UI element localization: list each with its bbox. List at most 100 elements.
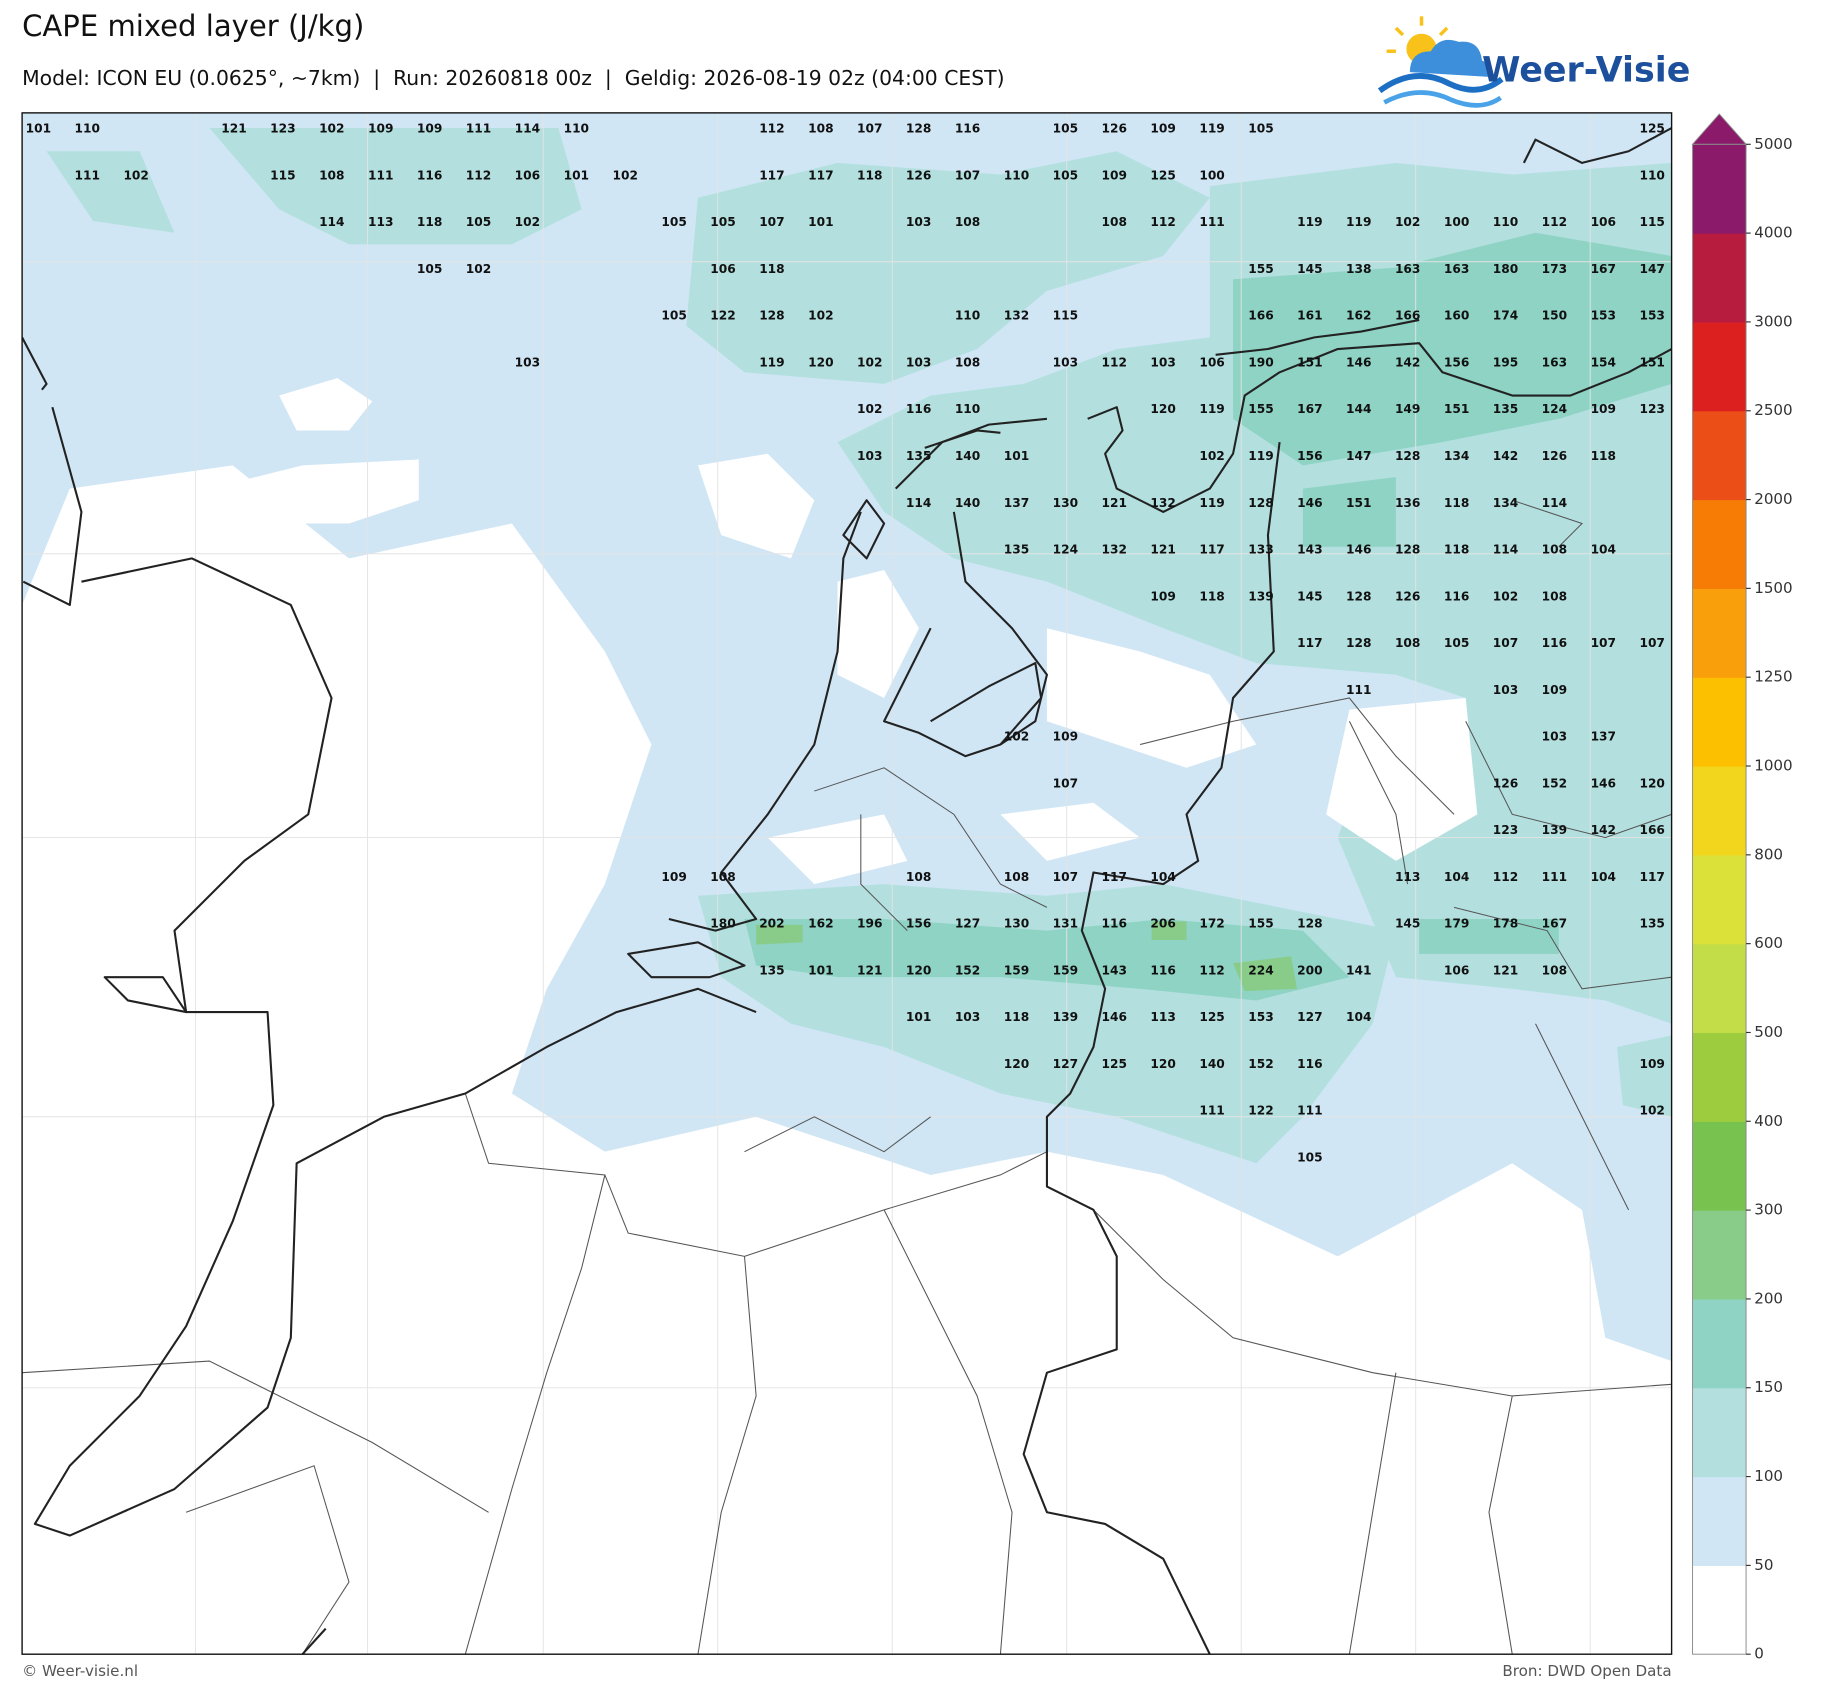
- colorbar-frame: [1692, 143, 1747, 1655]
- cape-value: 146: [1346, 355, 1371, 369]
- map: 101 110 121 123 102 109 109 111 114 110 112 108 107 1…: [22, 112, 1672, 1655]
- colorbar-label: 400: [1754, 1112, 1783, 1130]
- cape-value: 163: [1395, 262, 1420, 276]
- cape-value: 155: [1248, 402, 1273, 416]
- cape-value: 119: [1297, 215, 1322, 229]
- cape-value: 152: [955, 963, 980, 977]
- cape-value: 109: [368, 122, 393, 136]
- cape-value: 160: [1444, 309, 1469, 323]
- cape-value: 127: [955, 917, 980, 931]
- cape-value: 101: [564, 168, 589, 182]
- cape-value: 143: [1102, 963, 1127, 977]
- cape-value: 112: [1102, 355, 1127, 369]
- cape-value: 112: [466, 168, 491, 182]
- cape-value: 128: [1346, 589, 1371, 603]
- colorbar-segment: [1692, 1032, 1747, 1122]
- cape-value: 145: [1395, 917, 1420, 931]
- colorbar-segment: [1692, 588, 1747, 678]
- cape-value: 140: [1199, 1057, 1224, 1071]
- cape-value: 105: [466, 215, 491, 229]
- cape-value: 144: [1346, 402, 1371, 416]
- cape-value: 102: [123, 168, 148, 182]
- cape-value: 107: [1053, 870, 1078, 884]
- cape-value: 110: [1493, 215, 1518, 229]
- cape-value: 123: [1493, 823, 1518, 837]
- cape-value: 151: [1346, 496, 1371, 510]
- cape-value: 110: [564, 122, 589, 136]
- cape-value: 167: [1297, 402, 1322, 416]
- cape-value: 110: [955, 309, 980, 323]
- cape-value: 172: [1199, 917, 1224, 931]
- cape-value: 119: [1199, 402, 1224, 416]
- cape-value: 107: [1493, 636, 1518, 650]
- cape-value: 136: [1395, 496, 1420, 510]
- cape-value: 167: [1591, 262, 1616, 276]
- colorbar-label: 300: [1754, 1201, 1783, 1219]
- cape-value: 147: [1346, 449, 1371, 463]
- cape-value: 139: [1053, 1010, 1078, 1024]
- cape-value: 130: [1053, 496, 1078, 510]
- cape-value: 102: [466, 262, 491, 276]
- cape-value: 103: [515, 355, 540, 369]
- cape-value: 143: [1297, 543, 1322, 557]
- cape-value: 125: [1639, 122, 1664, 136]
- cape-value: 120: [1150, 402, 1175, 416]
- cape-value: 202: [759, 917, 784, 931]
- colorbar-segment: [1692, 766, 1747, 856]
- cape-value: 147: [1639, 262, 1664, 276]
- cape-value: 206: [1150, 917, 1175, 931]
- cape-value: 153: [1248, 1010, 1273, 1024]
- cape-value: 116: [1150, 963, 1175, 977]
- cape-value: 122: [1248, 1104, 1273, 1118]
- cape-value: 135: [906, 449, 931, 463]
- cape-value: 180: [1493, 262, 1518, 276]
- colorbar-label: 500: [1754, 1023, 1783, 1041]
- cape-value: 102: [1639, 1104, 1664, 1118]
- colorbar-segment: [1692, 1476, 1747, 1566]
- cape-value: 149: [1395, 402, 1420, 416]
- cape-value: 112: [1150, 215, 1175, 229]
- colorbar-segment: [1692, 499, 1747, 589]
- cape-value: 122: [710, 309, 735, 323]
- cape-value: 119: [1248, 449, 1273, 463]
- cape-value: 111: [1346, 683, 1371, 697]
- cape-value: 107: [1591, 636, 1616, 650]
- cape-value: 107: [759, 215, 784, 229]
- cape-value: 166: [1395, 309, 1420, 323]
- colorbar-label: 800: [1754, 845, 1783, 863]
- cape-value: 151: [1639, 355, 1664, 369]
- cape-value: 105: [1444, 636, 1469, 650]
- cape-value: 146: [1346, 543, 1371, 557]
- cape-value: 104: [1591, 870, 1616, 884]
- cape-value: 114: [906, 496, 931, 510]
- cape-value: 132: [1150, 496, 1175, 510]
- cape-value: 137: [1591, 730, 1616, 744]
- cape-value: 195: [1493, 355, 1518, 369]
- cape-value: 106: [515, 168, 540, 182]
- cape-value: 224: [1248, 963, 1273, 977]
- cape-value: 103: [1150, 355, 1175, 369]
- logo-text: Weer-Visie: [1482, 50, 1690, 90]
- cape-value: 154: [1591, 355, 1616, 369]
- cape-value: 109: [1102, 168, 1127, 182]
- cape-value: 109: [1053, 730, 1078, 744]
- cape-value: 162: [808, 917, 833, 931]
- cape-value: 108: [319, 168, 344, 182]
- cape-value: 114: [319, 215, 344, 229]
- cape-value: 116: [1297, 1057, 1322, 1071]
- cape-value: 108: [955, 215, 980, 229]
- cape-value: 114: [515, 122, 540, 136]
- cape-value: 142: [1591, 823, 1616, 837]
- value-labels: 101 110 121 123 102 109 109 111 114 110 112 108 107 1…: [26, 122, 1665, 1165]
- cape-value: 132: [1102, 543, 1127, 557]
- cape-value: 106: [1591, 215, 1616, 229]
- cape-value: 155: [1248, 917, 1273, 931]
- cape-value: 115: [1053, 309, 1078, 323]
- cape-value: 102: [857, 355, 882, 369]
- cape-value: 101: [906, 1010, 931, 1024]
- cape-value: 180: [710, 917, 735, 931]
- cape-value: 121: [1102, 496, 1127, 510]
- cape-value: 108: [1004, 870, 1029, 884]
- cape-value: 135: [1493, 402, 1518, 416]
